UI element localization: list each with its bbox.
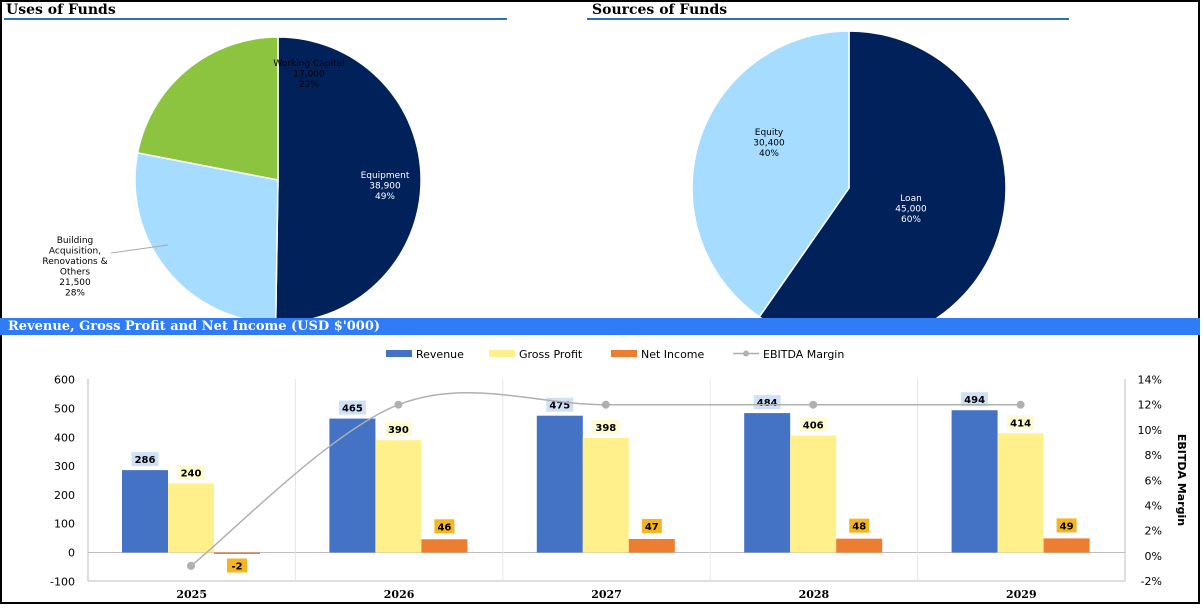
data-label-gross-profit-2028: 406 [803,421,824,432]
data-label-bg-revenue [131,452,159,467]
bar-gross-profit-2026 [375,440,422,553]
data-label-bg-revenue [961,392,989,407]
x-tick-label-2025: 2025 [176,588,207,601]
bar-gross-profit-2025 [168,483,214,553]
x-tick-label-2026: 2026 [384,588,415,601]
revenue-chart-title: Revenue, Gross Profit and Net Income (US… [8,319,381,334]
data-label-bg-gross-profit [384,422,412,437]
sources-title-rule [587,18,1069,20]
x-tick-label-2028: 2028 [799,588,830,601]
y2-tick-label: 6% [1145,474,1162,487]
data-label-revenue-2025: 286 [135,455,156,466]
legend-marker-ebitda-margin [743,350,749,357]
data-label-net-income-2025: -2 [231,562,242,573]
y-tick-label: 200 [54,489,75,502]
legend-label-gross-profit: Gross Profit [519,348,583,361]
pie-label-loan: Loan 45,000 60% [895,194,927,225]
y2-tick-label: 10% [1138,424,1162,437]
bar-gross-profit-2029 [997,433,1044,553]
data-label-bg-net-income [1056,518,1077,533]
data-label-revenue-2026: 465 [342,404,363,415]
y-tick-label: 100 [54,518,75,531]
ebitda-margin-point-2025 [187,561,195,570]
data-label-gross-profit-2029: 414 [1010,418,1031,429]
bar-net-income-2027 [628,538,675,553]
data-label-net-income-2027: 47 [645,522,659,533]
data-label-gross-profit-2026: 390 [388,425,409,436]
bar-revenue-2027 [536,415,583,553]
data-label-bg-revenue [338,400,366,415]
data-label-bg-gross-profit [177,465,205,480]
data-label-bg-net-income [434,519,455,534]
y-tick-label: 600 [54,374,75,387]
y-tick-label: 400 [54,431,75,444]
pie-label-equity: Equity 30,400 40% [753,128,785,159]
x-tick-label-2029: 2029 [1006,588,1037,601]
y2-tick-label: 0% [1145,550,1162,563]
data-label-bg-gross-profit [592,419,620,434]
y2-tick-label: 2% [1145,525,1162,538]
uses-of-funds-title: Uses of Funds [6,2,116,18]
bar-revenue-2029 [951,410,998,553]
legend-label-net-income: Net Income [641,348,705,361]
bar-net-income-2025 [214,552,260,554]
x-tick-label-2027: 2027 [591,588,622,601]
ebitda-margin-point-2028 [809,400,818,409]
data-label-revenue-2028: 484 [757,398,778,409]
bar-gross-profit-2028 [790,435,837,553]
data-label-revenue-2029: 494 [964,395,985,406]
ebitda-margin-point-2027 [601,400,610,409]
pie-leader-line [110,244,169,254]
legend-swatch-gross-profit [489,350,515,357]
legend-label-revenue: Revenue [416,348,464,361]
y2-tick-label: 12% [1138,399,1162,412]
y-tick-label: 500 [54,403,75,416]
y2-tick-label: -2% [1141,575,1162,588]
y2-tick-label: 14% [1138,374,1162,387]
sources-of-funds-title: Sources of Funds [592,2,728,18]
pie-label-working-capital: Working Capital 17,000 22% [273,59,344,90]
data-label-net-income-2029: 49 [1060,521,1074,532]
bar-net-income-2028 [836,538,883,553]
data-label-bg-revenue [753,395,781,410]
y2-tick-label: 4% [1145,499,1162,512]
revenue-chart-banner: Revenue, Gross Profit and Net Income (US… [0,318,1200,335]
uses-title-rule [4,18,507,20]
y2-axis-title: EBITDA Margin [1175,434,1188,526]
y2-tick-label: 8% [1145,449,1162,462]
bar-revenue-2028 [744,413,791,553]
pie-slice-working-capital [136,36,279,181]
bar-net-income-2026 [421,539,468,553]
data-label-bg-gross-profit [1007,415,1035,430]
bar-gross-profit-2027 [582,437,629,553]
data-label-bg-gross-profit [799,417,827,432]
data-label-net-income-2028: 48 [852,522,866,533]
pie-slice-equity [691,30,850,318]
pie-label-building-acquisition-renovations-others: Building Acquisition, Renovations & Others 2… [42,236,107,299]
data-label-revenue-2027: 475 [549,401,570,412]
data-label-gross-profit-2025: 240 [181,468,202,479]
pie-slice-building-acquisition-renovations-others [134,152,279,318]
legend-label-ebitda-margin: EBITDA Margin [763,348,844,361]
legend-swatch-revenue [386,350,412,357]
legend-swatch-net-income [611,350,637,357]
y-tick-label: 300 [54,460,75,473]
bar-revenue-2025 [122,470,168,553]
pie-label-equipment: Equipment 38,900 49% [361,171,410,202]
y-tick-label: 0 [68,547,75,560]
ebitda-margin-point-2026 [394,400,403,409]
ebitda-margin-point-2029 [1016,400,1025,409]
pie-slice-equipment [275,36,422,318]
data-label-bg-net-income [227,558,247,573]
bar-revenue-2026 [329,418,376,553]
data-label-bg-net-income [641,518,662,533]
data-label-net-income-2026: 46 [437,522,451,533]
pie-slice-loan [758,30,1007,318]
bar-net-income-2029 [1043,538,1090,553]
data-label-bg-net-income [849,518,870,533]
pie-charts-canvas: Equipment 38,900 49% Building Acquisition, Re… [42,30,1007,318]
data-label-gross-profit-2027: 398 [595,423,616,434]
y-tick-label: -100 [50,575,75,588]
